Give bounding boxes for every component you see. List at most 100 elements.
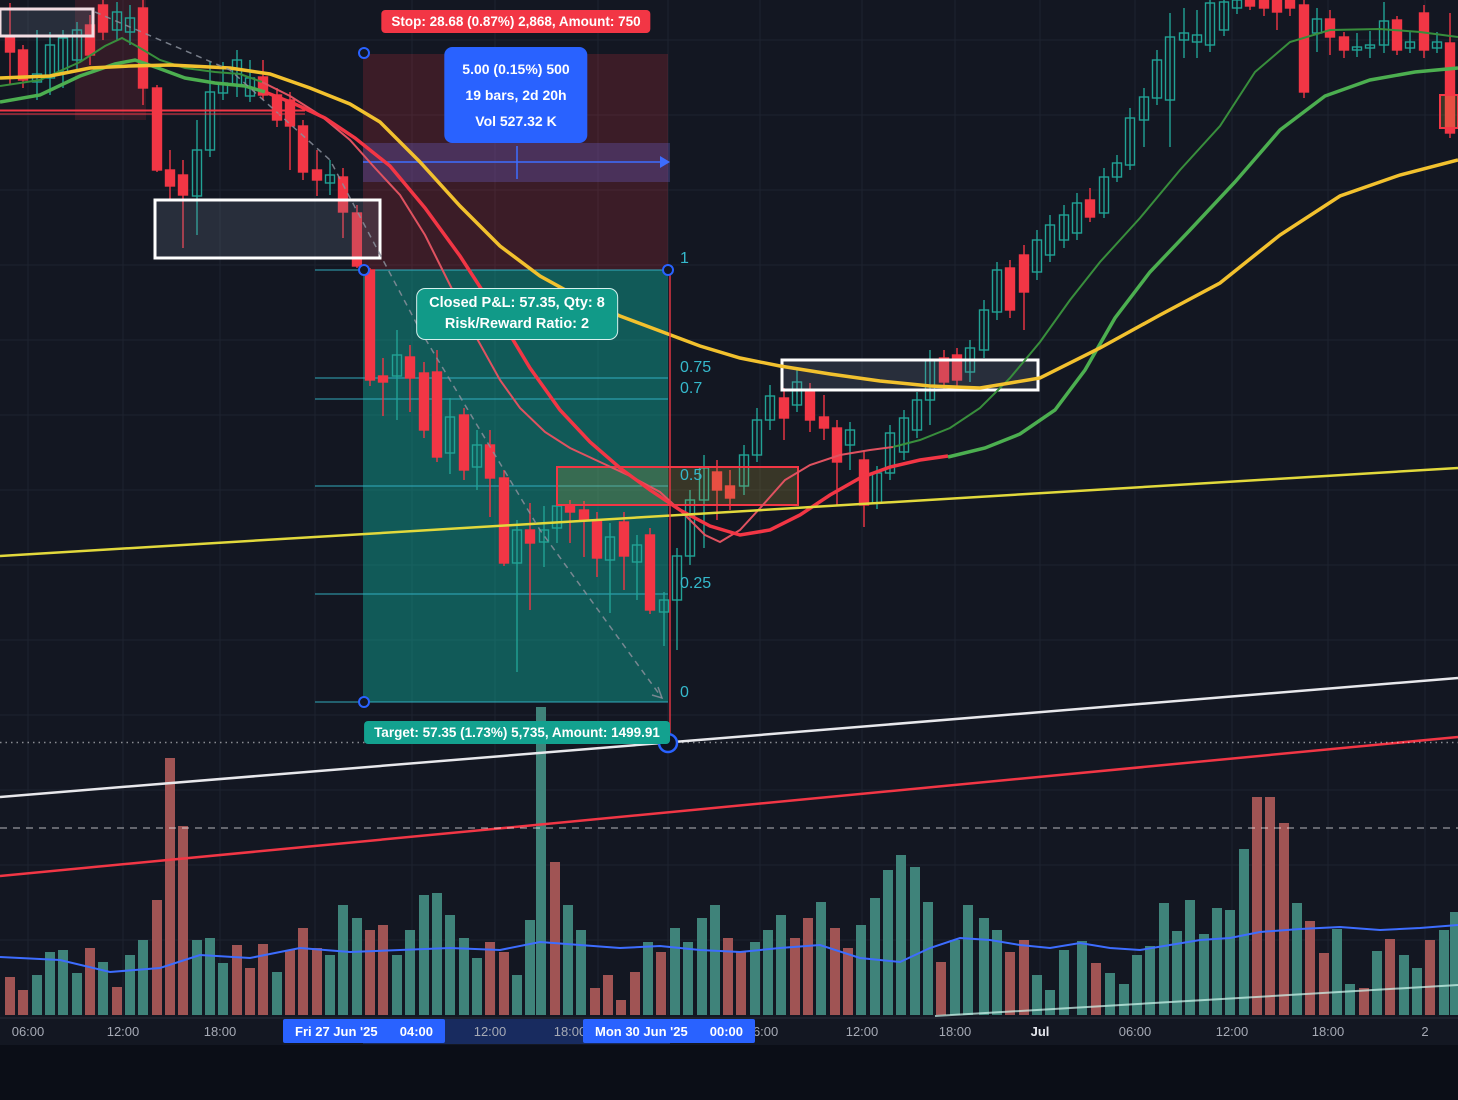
candle <box>1218 0 1230 36</box>
fib-label: 0 <box>680 684 689 701</box>
candle <box>711 460 723 520</box>
volume-bar <box>232 945 242 1015</box>
volume-bar <box>776 915 786 1015</box>
volume-bar <box>1059 950 1069 1015</box>
volume-bar <box>1032 975 1042 1015</box>
candle <box>1351 33 1363 57</box>
time-axis-label: 06:00 <box>12 1024 45 1039</box>
candle <box>191 120 203 235</box>
position-info-tooltip: 5.00 (0.15%) 500 19 bars, 2d 20h Vol 527… <box>444 47 588 143</box>
volume-bar <box>563 905 573 1015</box>
trend-lines[interactable] <box>0 11 1458 1017</box>
axis-date-text: Mon 30 Jun '25 <box>595 1024 688 1039</box>
candle <box>991 262 1003 320</box>
candle <box>1164 13 1176 147</box>
volume-bar <box>312 948 322 1015</box>
candle <box>1151 50 1163 105</box>
fib-label: 0.75 <box>680 359 711 376</box>
candle <box>458 408 470 480</box>
info-volume-line: Vol 527.32 K <box>475 113 557 129</box>
extended-line-tool[interactable] <box>363 143 670 182</box>
red-trendline <box>0 735 1458 878</box>
candle <box>1058 205 1070 248</box>
time-axis-label: Jul <box>1031 1024 1050 1039</box>
candle <box>1244 0 1256 10</box>
candle <box>684 490 696 565</box>
candle <box>1298 0 1310 98</box>
time-axis-label: 18:00 <box>204 1024 237 1039</box>
candle <box>604 523 616 613</box>
candle <box>97 0 109 40</box>
volume-bar <box>1372 951 1382 1015</box>
fib-labels: 1 0.75 0.7 0.5 0.25 0 <box>680 250 711 701</box>
candle <box>511 520 523 672</box>
info-bars-line: 19 bars, 2d 20h <box>465 87 567 103</box>
drag-handle <box>358 47 370 59</box>
candle <box>391 330 403 420</box>
volume-bar <box>1359 988 1369 1015</box>
volume-bar <box>1185 900 1195 1015</box>
info-change-line: 5.00 (0.15%) 500 <box>462 61 570 77</box>
pnl-line: Closed P&L: 57.35, Qty: 8 <box>429 295 605 311</box>
volume-bar <box>1332 929 1342 1015</box>
target-price-label[interactable]: Target: 57.35 (1.73%) 5,735, Amount: 149… <box>364 721 670 744</box>
candle <box>4 3 16 85</box>
volume-ma-line <box>0 924 1458 974</box>
candle <box>1124 108 1136 170</box>
volume-bar <box>85 948 95 1015</box>
volume-bar <box>670 928 680 1015</box>
dashed-trendline <box>94 11 663 699</box>
candle <box>884 425 896 480</box>
volume-bar <box>1225 910 1235 1015</box>
volume-bar <box>499 952 509 1015</box>
volume-bar <box>192 940 202 1015</box>
closed-pnl-box: Closed P&L: 57.35, Qty: 8 Risk/Reward Ra… <box>416 288 618 340</box>
volume-bar <box>472 958 482 1015</box>
candle <box>1138 88 1150 147</box>
volume-bar <box>643 942 653 1015</box>
volume-bar <box>979 918 989 1015</box>
time-axis[interactable]: 06:00 12:00 18:00 12:00 18:00 06:00 12:00 18:00… <box>0 1017 1458 1100</box>
volume-bar <box>325 955 335 1015</box>
candle <box>1271 0 1283 30</box>
volume-bar <box>697 918 707 1015</box>
time-axis-label: 18:00 <box>1312 1024 1345 1039</box>
candle <box>71 22 83 70</box>
candle <box>404 345 416 412</box>
volume-bar <box>870 898 880 1015</box>
candle <box>1084 188 1096 222</box>
volume-bar <box>1199 934 1209 1015</box>
volume-bar <box>125 955 135 1015</box>
candle <box>951 348 963 388</box>
candle <box>1444 13 1456 138</box>
volume-bar <box>1439 930 1449 1015</box>
volume-bar <box>536 707 546 1015</box>
volume-bar <box>992 930 1002 1015</box>
volume-bar <box>550 862 560 1015</box>
volume-bar <box>910 867 920 1015</box>
volume-bar <box>112 987 122 1015</box>
volume-bar <box>138 940 148 1015</box>
volume-bar <box>392 955 402 1015</box>
volume-bar <box>1265 797 1275 1015</box>
stop-price-label[interactable]: Stop: 28.68 (0.87%) 2,868, Amount: 750 <box>381 10 651 33</box>
volume-bar <box>830 928 840 1015</box>
volume-bar <box>1045 990 1055 1015</box>
candle <box>484 430 496 517</box>
candle <box>631 535 643 600</box>
volume-bar <box>656 952 666 1015</box>
volume-bar <box>803 918 813 1015</box>
candle <box>671 548 683 650</box>
volume-bar <box>1105 973 1115 1015</box>
candle <box>724 470 736 510</box>
candle <box>844 422 856 470</box>
volume-bar <box>45 952 55 1015</box>
volume-bar <box>445 915 455 1015</box>
candle <box>1204 0 1216 52</box>
candle <box>751 408 763 462</box>
candle <box>858 450 870 527</box>
volume-bar <box>485 942 495 1015</box>
candle <box>177 160 189 248</box>
candle <box>57 30 69 88</box>
volume-bar <box>72 973 82 1015</box>
